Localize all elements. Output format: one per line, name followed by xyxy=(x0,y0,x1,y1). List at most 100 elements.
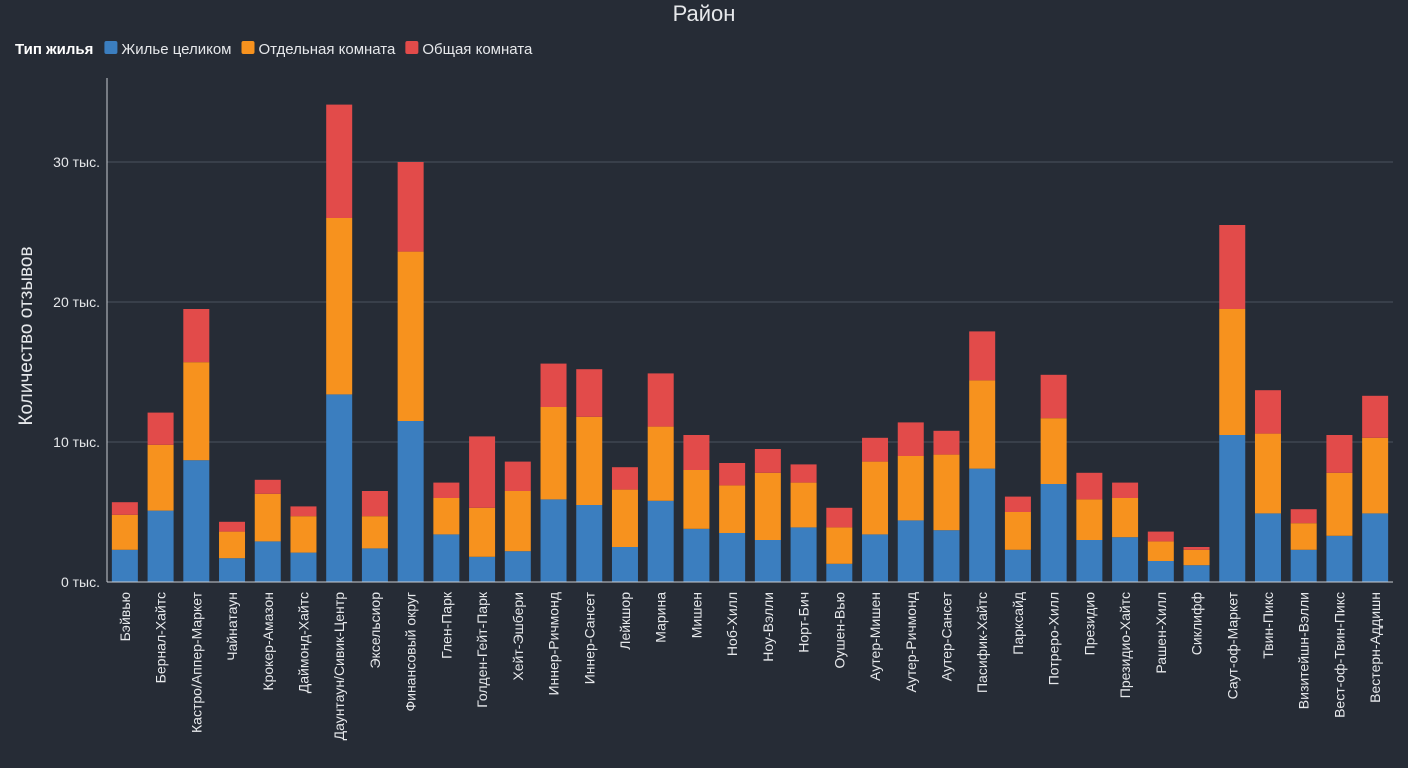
x-tick-label: Финансовый округ xyxy=(403,592,419,712)
bar-segment xyxy=(1147,561,1174,582)
bar-segment xyxy=(147,412,174,445)
bar-segment xyxy=(897,520,924,582)
bar-segment xyxy=(826,563,853,582)
x-tick-label: Марина xyxy=(653,592,669,643)
bar-segment xyxy=(790,464,817,483)
bar-segment xyxy=(576,416,603,505)
bar-segment xyxy=(933,530,960,582)
x-tick-label: Даймонд-Хайтс xyxy=(295,592,311,693)
bar-segment xyxy=(504,491,531,552)
bar-stack xyxy=(1290,509,1317,582)
y-tick-label: 0 тыс. xyxy=(61,574,100,590)
bar-segment xyxy=(361,516,388,549)
bar-stack xyxy=(1147,531,1174,582)
x-tick-label: Саут-оф-Маркет xyxy=(1224,591,1240,699)
bar-stack xyxy=(1112,482,1139,582)
x-tick-label: Оушен-Вью xyxy=(831,592,847,668)
bar-stack xyxy=(611,467,638,582)
x-tick-label: Кастро/Аппер-Маркет xyxy=(188,591,204,733)
bar-stack xyxy=(969,331,996,582)
bar-segment xyxy=(576,369,603,417)
x-tick-label: Бэйвью xyxy=(117,592,133,641)
bar-stack xyxy=(1004,496,1031,582)
x-tick-label: Голден-Гейт-Парк xyxy=(474,591,490,708)
bar-segment xyxy=(1112,537,1139,582)
legend-swatch xyxy=(241,41,255,54)
bar-segment xyxy=(326,104,353,218)
bar-segment xyxy=(147,444,174,511)
bar-segment xyxy=(219,558,246,582)
bar-segment xyxy=(647,500,674,582)
x-tick-label: Иннер-Сансет xyxy=(581,591,597,684)
x-tick-label: Вестерн-Аддишн xyxy=(1367,592,1383,703)
bar-segment xyxy=(1290,509,1317,524)
x-tick-label: Сиклифф xyxy=(1189,592,1205,655)
x-tick-label: Визитейшн-Вэлли xyxy=(1296,592,1312,709)
bar-stack xyxy=(254,479,281,582)
x-tick-label: Вест-оф-Твин-Пикс xyxy=(1331,592,1347,718)
bar-segment xyxy=(719,463,746,486)
bar-segment xyxy=(611,489,638,547)
bar-segment xyxy=(1362,513,1389,582)
bar-segment xyxy=(1076,540,1103,582)
bar-segment xyxy=(183,309,210,363)
bar-segment xyxy=(754,449,781,473)
bar-stack xyxy=(147,412,174,582)
x-tick-label: Ноу-Вэлли xyxy=(760,592,776,662)
bar-segment xyxy=(504,461,531,491)
x-tick-label: Аутер-Сансет xyxy=(938,591,954,681)
bar-segment xyxy=(540,407,567,500)
bar-segment xyxy=(1326,472,1353,536)
bar-stack xyxy=(897,422,924,582)
bar-segment xyxy=(1040,374,1067,419)
bar-segment xyxy=(1004,496,1031,512)
bar-segment xyxy=(290,552,317,582)
bar-segment xyxy=(397,162,424,252)
bar-stack xyxy=(1040,374,1067,582)
bar-segment xyxy=(1112,498,1139,538)
x-tick-label: Чайнатаун xyxy=(224,592,240,661)
bar-segment xyxy=(183,362,210,461)
bar-segment xyxy=(969,380,996,469)
chart-title: Район xyxy=(673,1,736,26)
bar-stack xyxy=(469,436,496,582)
x-tick-label: Твин-Пикс xyxy=(1260,592,1276,659)
bar-segment xyxy=(111,502,138,515)
bar-segment xyxy=(611,467,638,490)
x-tick-label: Глен-Парк xyxy=(438,591,454,659)
bar-stack xyxy=(1076,472,1103,582)
bar-segment xyxy=(1112,482,1139,498)
bar-stack xyxy=(433,482,460,582)
bar-segment xyxy=(1040,484,1067,582)
bar-segment xyxy=(1040,418,1067,484)
y-tick-label: 20 тыс. xyxy=(53,294,100,310)
x-tick-label: Потреро-Хилл xyxy=(1046,592,1062,685)
legend-title: Тип жилья xyxy=(15,41,93,58)
bar-segment xyxy=(326,218,353,395)
bar-stack xyxy=(790,464,817,582)
bar-segment xyxy=(147,510,174,582)
bar-segment xyxy=(469,436,496,508)
bar-segment xyxy=(683,470,710,529)
x-tick-label: Бернал-Хайтс xyxy=(153,592,169,683)
bar-segment xyxy=(111,514,138,550)
bar-segment xyxy=(254,479,281,494)
x-tick-label: Норт-Бич xyxy=(796,592,812,653)
bar-segment xyxy=(897,456,924,521)
bar-segment xyxy=(647,373,674,427)
bar-segment xyxy=(647,426,674,501)
bar-segment xyxy=(361,491,388,517)
y-tick-label: 10 тыс. xyxy=(53,434,100,450)
bar-stack xyxy=(683,435,710,582)
x-tick-label: Хейт-Эшбери xyxy=(510,592,526,681)
bar-segment xyxy=(862,534,889,582)
bar-segment xyxy=(1326,435,1353,473)
x-tick-label: Парксайд xyxy=(1010,592,1026,655)
bar-segment xyxy=(1183,547,1210,550)
bar-segment xyxy=(826,507,853,528)
bar-stack xyxy=(1362,395,1389,582)
bar-segment xyxy=(897,422,924,456)
x-tick-label: Президио xyxy=(1081,592,1097,656)
x-tick-label: Рашен-Хилл xyxy=(1153,592,1169,674)
